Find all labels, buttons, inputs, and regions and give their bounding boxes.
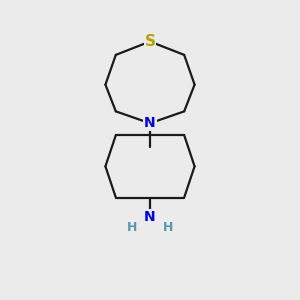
Text: N: N <box>144 116 156 130</box>
Text: H: H <box>163 221 173 234</box>
Text: N: N <box>144 210 156 224</box>
Text: S: S <box>145 34 155 49</box>
Text: H: H <box>127 221 137 234</box>
